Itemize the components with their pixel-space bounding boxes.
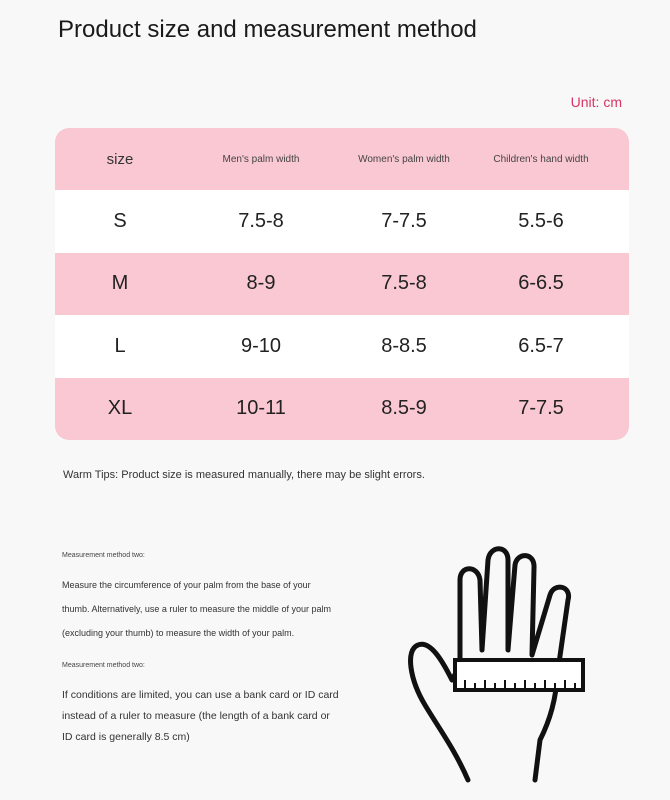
table-row: S 7.5-8 7-7.5 5.5-6 xyxy=(55,190,629,253)
method1-text: Measure the circumference of your palm f… xyxy=(62,580,331,638)
table-cell: S xyxy=(113,210,127,233)
table-cell: 7-7.5 xyxy=(518,397,564,420)
method1-label: Measurement method two: xyxy=(62,552,145,559)
method2-text: If conditions are limited, you can use a… xyxy=(62,689,339,743)
hand-outline-icon xyxy=(408,546,572,783)
table-cell: 10-11 xyxy=(236,397,286,420)
header-cell: Men's palm width xyxy=(222,153,300,165)
table-row: M 8-9 7.5-8 6-6.5 xyxy=(55,253,629,315)
table-cell: 7.5-8 xyxy=(381,272,427,295)
hand-measurement-illustration xyxy=(408,546,585,783)
table-cell: 5.5-6 xyxy=(518,210,564,233)
table-cell: 8.5-9 xyxy=(381,397,427,420)
table-row: L 9-10 8-8.5 6.5-7 xyxy=(55,315,629,378)
table-cell: 9-10 xyxy=(240,334,282,357)
table-cell: 7.5-8 xyxy=(238,210,284,233)
unit-label: Unit: cm xyxy=(570,94,622,110)
table-cell: L xyxy=(114,334,126,357)
header-cell: size xyxy=(106,150,134,168)
header-cell: Women's palm width xyxy=(358,153,450,165)
table-cell: 6.5-7 xyxy=(518,334,564,357)
table-row: XL 10-11 8.5-9 7-7.5 xyxy=(55,378,629,440)
table-cell: XL xyxy=(107,397,133,420)
header-cell: Children's hand width xyxy=(493,153,589,165)
table-cell: 6-6.5 xyxy=(518,272,564,295)
table-cell: M xyxy=(111,272,129,295)
table-cell: 8-9 xyxy=(246,272,276,295)
table-header: size Men's palm width Women's palm width… xyxy=(55,128,629,190)
method2-label: Measurement method two: xyxy=(62,662,145,669)
warm-tips: Warm Tips: Product size is measured manu… xyxy=(63,469,425,481)
ruler-icon xyxy=(453,658,585,692)
table-cell: 8-8.5 xyxy=(381,334,427,357)
size-table: size Men's palm width Women's palm width… xyxy=(55,128,629,440)
page-title: Product size and measurement method xyxy=(58,16,477,43)
table-cell: 7-7.5 xyxy=(381,210,427,233)
